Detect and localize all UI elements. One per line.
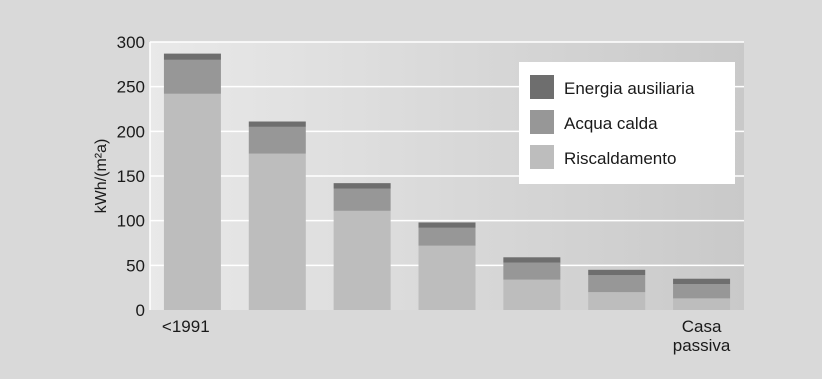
y-tick-label: 200 — [117, 122, 145, 141]
legend-item-acqua-calda: Acqua calda — [530, 110, 658, 134]
legend-swatch — [530, 110, 554, 134]
bar-segment-acqua-calda — [163, 59, 221, 94]
y-tick-label: 250 — [117, 78, 145, 97]
bar-segment-energia-ausiliaria — [503, 257, 561, 263]
y-axis-title: kWh/(m²a) — [93, 139, 110, 214]
bar-segment-energia-ausiliaria — [673, 278, 731, 285]
legend-label: Riscaldamento — [564, 149, 676, 168]
legend-item-riscaldamento: Riscaldamento — [530, 145, 676, 169]
bar-segment-acqua-calda — [588, 275, 646, 293]
y-tick-label: 300 — [117, 33, 145, 52]
bar-segment-energia-ausiliaria — [333, 183, 391, 189]
legend-label: Acqua calda — [564, 114, 658, 133]
bar-segment-energia-ausiliaria — [588, 269, 646, 276]
bar-segment-riscaldamento — [163, 93, 221, 311]
bar-group — [588, 269, 646, 310]
bar-segment-acqua-calda — [248, 126, 306, 154]
bar-group — [418, 222, 476, 310]
bar-group — [673, 278, 731, 310]
y-tick-label: 0 — [136, 301, 145, 320]
bar-group — [163, 53, 221, 311]
bar-segment-acqua-calda — [333, 188, 391, 211]
x-tick-labels: <1991 Casa passiva — [162, 317, 731, 355]
bar-segment-riscaldamento — [418, 245, 476, 310]
y-tick-label: 150 — [117, 167, 145, 186]
bar-segment-riscaldamento — [673, 298, 731, 310]
legend-swatch — [530, 145, 554, 169]
bar-segment-riscaldamento — [248, 153, 306, 310]
y-tick-labels: 0 50 100 150 200 250 300 — [117, 33, 145, 320]
bar-group — [248, 121, 306, 310]
x-tick-label: <1991 — [162, 317, 210, 336]
bar-group — [503, 257, 561, 310]
y-tick-label: 50 — [126, 256, 145, 275]
bar-segment-riscaldamento — [333, 210, 391, 310]
bar-segment-acqua-calda — [418, 227, 476, 246]
legend: Energia ausiliaria Acqua calda Riscaldamen… — [519, 62, 735, 184]
bar-segment-acqua-calda — [503, 262, 561, 280]
legend-swatch — [530, 75, 554, 99]
bars — [163, 53, 731, 311]
legend-box — [519, 62, 735, 184]
x-tick-label: Casa passiva — [673, 317, 731, 355]
bar-segment-energia-ausiliaria — [418, 222, 476, 228]
bar-segment-riscaldamento — [588, 292, 646, 310]
bar-segment-energia-ausiliaria — [248, 121, 306, 127]
y-tick-label: 100 — [117, 212, 145, 231]
bar-segment-energia-ausiliaria — [163, 53, 221, 60]
bar-group — [333, 183, 391, 310]
legend-label: Energia ausiliaria — [564, 79, 695, 98]
bar-segment-acqua-calda — [673, 284, 731, 299]
bar-segment-riscaldamento — [503, 279, 561, 310]
legend-item-energia-ausiliaria: Energia ausiliaria — [530, 75, 695, 99]
